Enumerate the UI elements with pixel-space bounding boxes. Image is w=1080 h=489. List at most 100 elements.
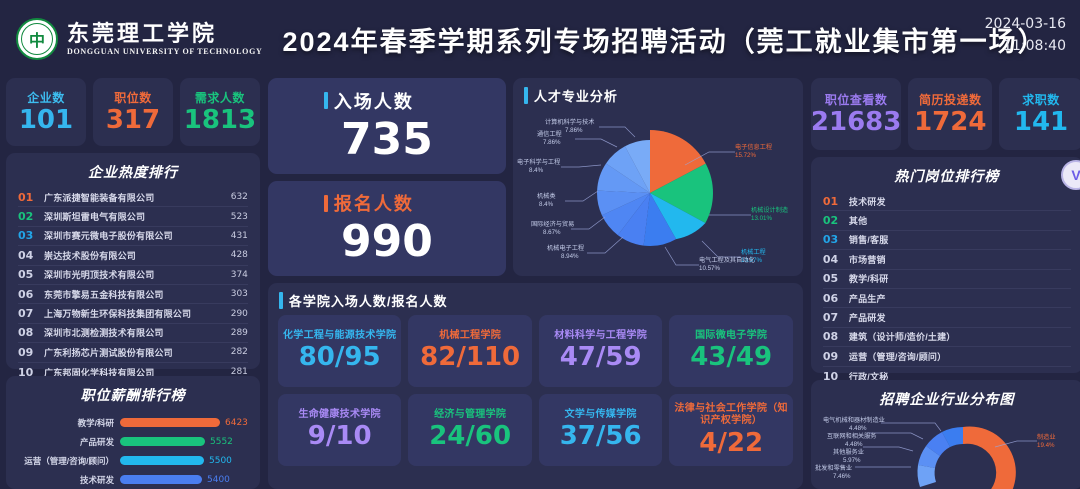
pie-value-4: 8.94% [561,253,579,260]
college-card[interactable]: 化学工程与能源技术学院 80/95 [277,315,402,387]
accent-bar-icon [278,292,283,309]
pie-value-6: 8.4% [539,201,554,208]
table-row[interactable]: 02 深圳斯坦雷电气有限公司 523 [18,207,248,227]
section-header: 人才专业分析 [513,78,803,105]
rank-name: 深圳市北测检测技术有限公司 [44,328,164,339]
college-card[interactable]: 材料科学与工程学院 47/59 [538,315,663,387]
left-column: 企业数 101 职位数 317 需求人数 1813 企业热度排行 01 广东 [6,78,260,489]
table-row[interactable]: 09 广东利扬芯片测试股份有限公司 282 [18,343,248,363]
college-value: 43/49 [690,342,773,373]
kpi-value: 141 [1013,107,1069,138]
college-card[interactable]: 经济与管理学院 24/60 [408,394,532,466]
table-row[interactable]: 08 建筑（设计师/造价/土建） [822,328,1071,348]
table-row[interactable]: 03 销售/客服 [822,231,1071,251]
pie-value-5: 8.67% [543,229,561,236]
pie-slice-6 [596,190,650,216]
donut-label-2: 其他服务业 [833,448,864,456]
rank-name: 教学/科研 [848,274,889,285]
dashboard-body: 企业数 101 职位数 317 需求人数 1813 企业热度排行 01 广东 [0,78,1080,489]
rank-index: 09 [18,345,34,359]
pie-slice-8 [605,146,650,193]
pie-label-7: 电子科学与工程 [517,158,560,166]
bar-value: 6423 [225,417,248,428]
rank-name: 崇达技术股份有限公司 [44,250,137,261]
table-row[interactable]: 04 崇达技术股份有限公司 428 [18,246,248,266]
kpi-position-count: 职位数 317 [92,78,173,146]
college-value: 82/110 [420,342,521,373]
table-row[interactable]: 09 运营（管理/咨询/顾问） [822,347,1071,367]
rank-name: 其他 [848,216,868,227]
rank-name: 广东利扬芯片测试股份有限公司 [44,347,173,358]
table-row[interactable]: 07 产品研发 [822,308,1071,328]
company-rank-list: 01 广东派捷智能装备有限公司 632 02 深圳斯坦雷电气有限公司 523 0… [6,188,260,388]
pie-label-3: 电气工程及其自动化 [699,256,755,264]
kpi-label: 简历投递数 [919,93,982,108]
university-logo-icon: 中 [16,18,58,60]
donut-slice-2 [925,432,950,456]
kpi-label: 求职数 [1022,93,1060,108]
logo-glyph: 中 [21,23,53,55]
table-row[interactable]: 01 技术研发 [822,192,1071,212]
donut-label-3: 互联网和相关服务 [827,432,877,440]
table-row[interactable]: 10 行政/文秘 [823,367,1071,386]
table-row[interactable]: 03 深圳市赛元微电子股份有限公司 431 [18,227,248,247]
big-stats-column: 入场人数 735 报名人数 990 [267,78,506,276]
floating-action-button[interactable]: V [1061,160,1080,190]
rank-value: 632 [230,192,248,203]
college-card[interactable]: 国际微电子学院 43/49 [669,315,793,387]
industry-distribution-panel: 招聘企业行业分布图 [810,380,1080,489]
college-name: 文学与传媒学院 [564,408,637,420]
pie-value-9: 7.86% [565,127,583,134]
table-row[interactable]: 05 深圳市光明顶技术有限公司 374 [18,266,248,285]
university-name-block: 东莞理工学院 DONGGUAN UNIVERSITY OF TECHNOLOGY [67,20,263,56]
rank-name: 销售/客服 [848,235,889,246]
table-row[interactable]: 06 产品生产 [822,289,1071,309]
donut-value-1: 7.46% [833,473,851,480]
college-card[interactable]: 法律与社会工作学院（知识产权学院） 4/22 [669,394,793,466]
bar-fill [120,475,202,484]
panel-title: 企业热度排行 [87,164,178,180]
rank-value: 282 [230,347,248,358]
section-title: 人才专业分析 [533,89,618,104]
donut-slice-3 [917,446,940,468]
bar-fill [120,437,205,446]
donut-value-2: 5.97% [843,457,861,464]
donut-slice-0 [962,426,1016,489]
university-name-cn: 东莞理工学院 [67,20,218,46]
donut-leader-lines [854,422,1037,468]
college-card[interactable]: 机械工程学院 82/110 [408,315,532,387]
stat-value: 990 [340,216,433,268]
college-name: 国际微电子学院 [695,329,768,341]
pie-label-8: 通信工程 [537,130,562,138]
table-row[interactable]: 04 市场营销 [822,250,1071,270]
table-row[interactable]: 02 其他 [822,211,1071,231]
kpi-label: 职位查看数 [824,93,888,108]
college-card[interactable]: 文学与传媒学院 37/56 [538,394,663,466]
table-row[interactable]: 06 东莞市擎易五金科技有限公司 303 [18,285,248,305]
table-row[interactable]: 01 广东派捷智能装备有限公司 632 [18,188,248,208]
rank-value: 290 [230,308,248,319]
accent-bar-icon [323,194,328,212]
college-value: 4/22 [699,427,764,458]
pie-value-2: 10.57% [741,257,762,264]
rank-index: 04 [822,252,839,266]
rank-name: 建筑（设计师/造价/土建） [848,332,956,343]
college-name: 法律与社会工作学院（知识产权学院） [674,402,788,427]
kpi-enterprise-count: 企业数 101 [6,78,86,146]
salary-rank-panel: 职位薪酬排行榜 教学/科研 6423 产品研发 5552 [6,376,260,489]
rank-name: 深圳市光明顶技术有限公司 [44,270,155,281]
bar-fill [120,418,220,427]
rank-name: 运营（管理/咨询/顾问） [848,351,947,362]
right-column: 职位查看数 21683 简历投递数 1724 求职数 141 热门岗位排行榜 0… [810,78,1080,489]
company-heat-rank-panel: 企业热度排行 01 广东派捷智能装备有限公司 632 02 深圳斯坦雷电气有限公… [6,153,260,379]
table-row[interactable]: 08 深圳市北测检测技术有限公司 289 [18,324,248,344]
table-row[interactable]: 10 广东邦固化学科技有限公司 281 [18,363,248,382]
table-row[interactable]: 05 教学/科研 [822,270,1071,289]
kpi-value: 1813 [183,105,257,136]
donut-slice-4 [917,465,936,487]
donut-value-0: 19.4% [1037,442,1055,449]
clock: 2024-03-16 11:08:40 [985,14,1066,57]
table-row[interactable]: 07 上海万物新生环保科技集团有限公司 290 [18,304,248,324]
bar-track: 5552 [120,437,248,447]
college-card[interactable]: 生命健康技术学院 9/10 [277,394,402,466]
